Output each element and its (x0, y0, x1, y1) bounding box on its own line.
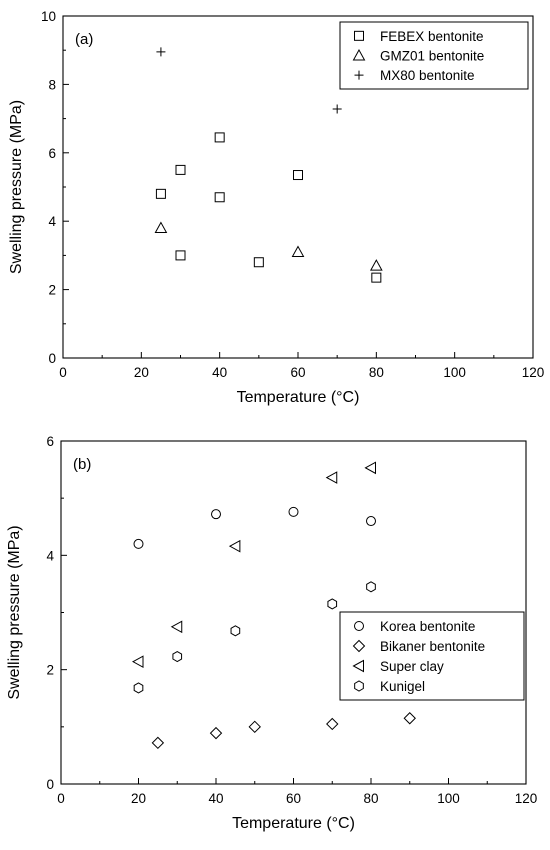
data-point (248, 720, 261, 734)
legend: FEBEX bentonite GMZ01 bentonite MX80 bento… (339, 21, 529, 90)
legend-marker (354, 680, 364, 692)
legend-label: Korea bentonite (380, 619, 475, 634)
legend-label: MX80 bentonite (380, 68, 475, 83)
x-tick-label: 40 (212, 365, 227, 380)
data-point (291, 245, 305, 257)
data-point (151, 736, 165, 750)
chart-panel-b: 0 20 40 60 80 100 120 0 2 4 6 Temperature (°C) Swell… (6, 434, 537, 832)
x-tick-label: 60 (290, 365, 305, 380)
data-point (175, 164, 186, 175)
x-tick-label: 100 (443, 365, 466, 380)
x-tick-label: 20 (134, 365, 149, 380)
data-point (327, 598, 338, 610)
legend: Korea bentonite Bikaner bentonite Super cl… (339, 611, 525, 701)
y-tick-label: 2 (48, 283, 56, 298)
y-tick-label: 4 (46, 548, 54, 563)
legend-box (339, 611, 525, 701)
y-axis-title: Swelling pressure (MPa) (8, 100, 25, 274)
legend-label: Super clay (380, 659, 444, 674)
legend-label: Kunigel (380, 679, 425, 694)
x-tick-label: 60 (286, 791, 301, 806)
legend-box (339, 21, 529, 90)
series-gmz01-bentonite (154, 221, 383, 271)
data-point (293, 170, 303, 181)
data-point (214, 132, 225, 143)
data-point (366, 516, 376, 527)
data-point (230, 625, 241, 637)
y-axis-title: Swelling pressure (MPa) (6, 525, 23, 699)
x-tick-label: 80 (363, 791, 378, 806)
series-febex-bentonite (155, 132, 382, 283)
data-point (214, 192, 225, 203)
series-bikaner-bentonite (151, 712, 416, 750)
data-point (156, 47, 166, 57)
chart-panel-a: 0 20 40 60 80 100 120 0 2 4 6 8 10 Temperature (°C) Sw… (8, 9, 544, 406)
y-tick-label: 6 (48, 146, 56, 161)
data-point (131, 655, 144, 669)
legend-marker (352, 639, 366, 653)
data-point (209, 726, 223, 740)
data-point (326, 717, 339, 731)
data-point (211, 509, 221, 520)
data-point (172, 650, 183, 663)
data-point (133, 682, 144, 694)
data-point (371, 272, 382, 283)
x-tick-label: 0 (57, 791, 65, 806)
legend-marker (354, 621, 364, 631)
data-point (170, 620, 183, 634)
legend-marker (354, 30, 364, 41)
y-tick-label: 10 (41, 9, 56, 24)
x-axis-title: Temperature (°C) (237, 389, 360, 406)
data-point (154, 221, 168, 234)
x-tick-label: 120 (515, 791, 538, 806)
x-tick-label: 0 (59, 365, 67, 380)
legend-label: Bikaner bentonite (380, 639, 485, 654)
x-axis-title: Temperature (°C) (232, 815, 355, 832)
x-tick-label: 120 (522, 365, 545, 380)
legend-marker (352, 48, 366, 61)
data-point (288, 506, 299, 517)
panel-label: (b) (73, 456, 91, 473)
legend-marker (352, 659, 364, 673)
y-tick-label: 0 (46, 777, 54, 792)
y-tick-label: 2 (46, 663, 54, 678)
data-point (369, 259, 383, 271)
data-point (332, 104, 342, 114)
y-tick-label: 0 (48, 351, 56, 366)
x-tick-label: 20 (131, 791, 146, 806)
y-tick-label: 6 (46, 434, 54, 449)
series-mx80-bentonite (156, 47, 342, 114)
data-point (228, 539, 241, 553)
y-tick-label: 4 (48, 214, 56, 229)
data-point (133, 538, 144, 549)
x-tick-label: 80 (369, 365, 384, 380)
series-kunigel (133, 581, 376, 694)
y-tick-label: 8 (48, 77, 56, 92)
series-super-clay (131, 461, 376, 669)
data-point (175, 250, 186, 261)
data-point (366, 581, 376, 593)
legend-marker (354, 70, 364, 80)
data-point (325, 471, 338, 484)
panel-label: (a) (75, 31, 93, 48)
legend-label: FEBEX bentonite (380, 29, 484, 44)
legend-label: GMZ01 bentonite (380, 49, 484, 64)
series-korea-bentonite (133, 506, 376, 549)
data-point (253, 257, 264, 268)
data-point (403, 712, 416, 725)
data-point (155, 188, 166, 199)
x-tick-label: 40 (208, 791, 223, 806)
x-tick-label: 100 (437, 791, 460, 806)
data-point (364, 461, 376, 475)
